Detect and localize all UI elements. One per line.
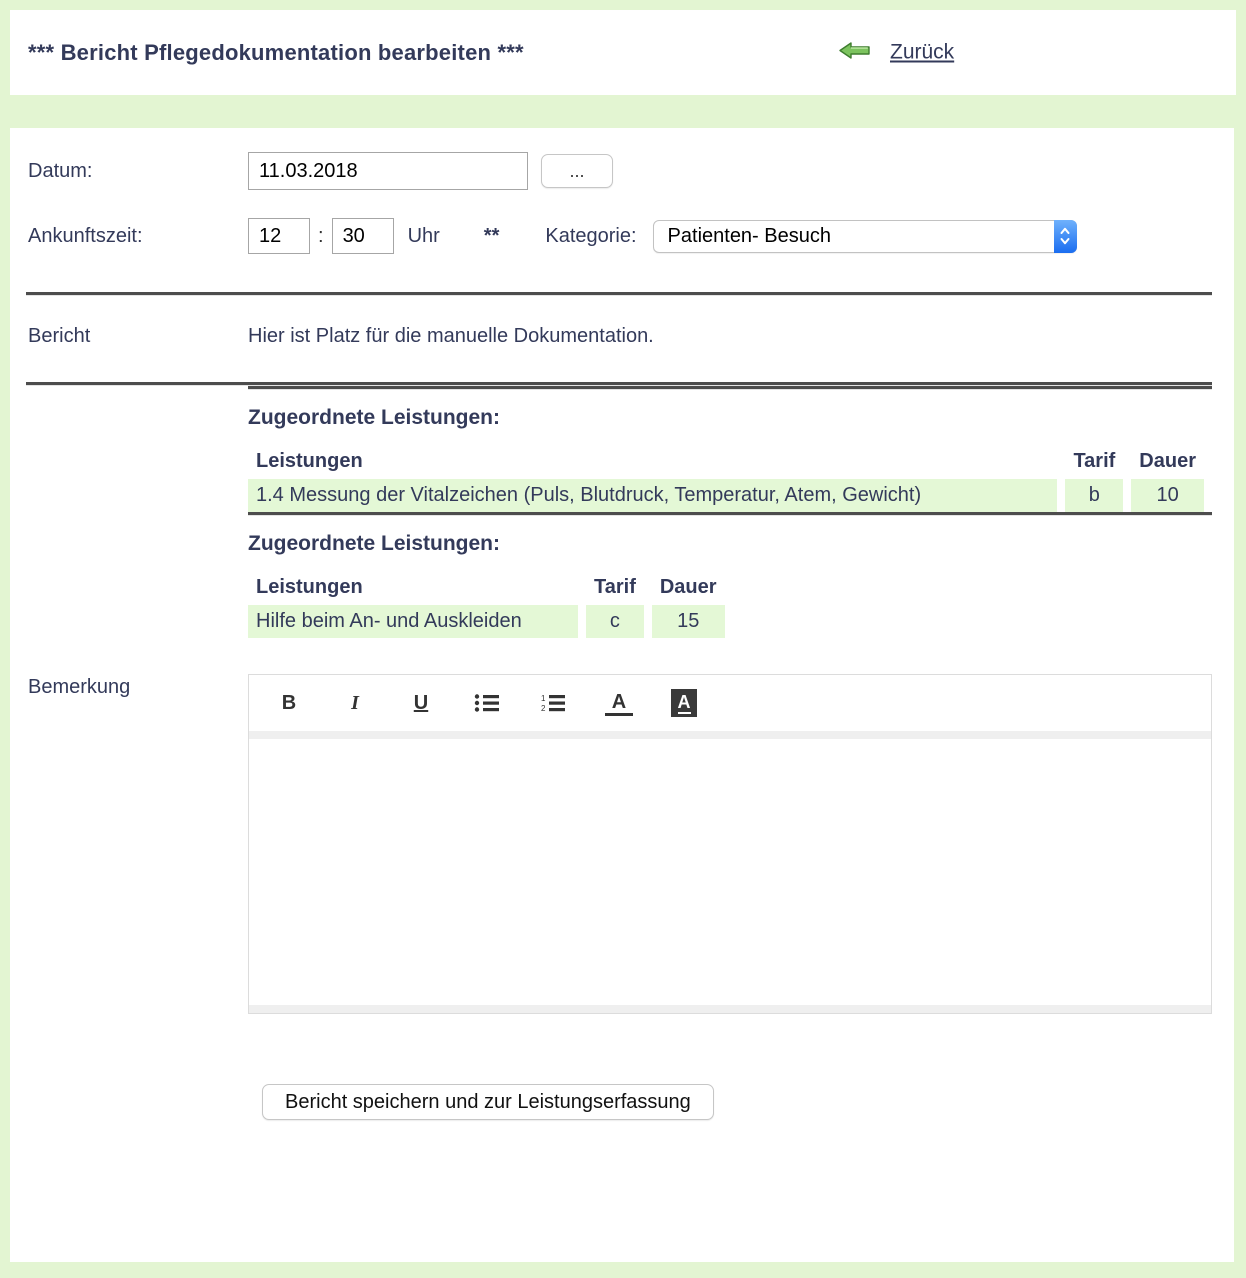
back-arrow-icon[interactable] [838,40,872,65]
divider [248,512,1212,516]
background-color-letter: A [677,692,691,714]
service-tarif-cell: c [586,605,644,638]
service-dauer-cell: 15 [651,605,725,638]
table-header-row: Leistungen Tarif Dauer [248,444,1204,479]
bullet-list-icon[interactable] [473,689,501,717]
category-label: Kategorie: [545,224,637,247]
remark-richtext-editor: B I U [248,674,1212,1014]
back-link[interactable]: Zurück [890,40,955,64]
assigned-services-table: Leistungen Tarif Dauer 1.4 Messung der V… [240,444,1212,512]
column-header-leistungen: Leistungen [256,450,363,472]
date-row: Datum: ... [10,152,1234,190]
minute-input[interactable] [331,218,394,254]
assigned-services-table: Leistungen Tarif Dauer Hilfe beim An- un… [240,570,733,638]
underline-button[interactable]: U [413,691,429,714]
numbered-list-icon[interactable]: 1 2 [539,689,567,717]
column-header-leistungen: Leistungen [256,576,363,598]
service-dauer-cell: 10 [1131,479,1204,512]
assigned-services-heading: Zugeordnete Leistungen: [248,532,500,555]
date-input[interactable] [248,152,528,190]
column-header-tarif: Tarif [594,576,636,598]
select-stepper-icon[interactable] [1053,219,1077,253]
divider [26,292,1212,296]
report-text: Hier ist Platz für die manuelle Dokument… [248,324,654,347]
required-marker: ** [483,224,500,247]
remark-text-area[interactable] [249,739,1211,1013]
hour-input[interactable] [248,218,310,254]
svg-text:2: 2 [541,704,546,713]
editor-toolbar: B I U [249,675,1211,739]
service-tarif-cell: b [1065,479,1124,512]
report-label: Bericht [28,324,91,347]
save-report-button[interactable]: Bericht speichern und zur Leistungserfas… [262,1084,714,1120]
column-header-tarif: Tarif [1073,450,1116,472]
page-title: *** Bericht Pflegedokumentation bearbeit… [28,39,524,65]
footer-actions: Bericht speichern und zur Leistungserfas… [10,1084,1234,1120]
italic-button[interactable]: I [351,691,359,714]
divider [248,386,1212,390]
text-color-button[interactable]: A [605,691,633,716]
assigned-services-heading: Zugeordnete Leistungen: [248,406,500,429]
arrival-time-row: Ankunftszeit: : Uhr ** Kategorie: Patien… [10,218,1234,254]
divider [26,382,1212,386]
category-select[interactable]: Patienten- Besuch [652,219,1077,253]
bold-button[interactable]: B [281,691,297,714]
date-picker-button[interactable]: ... [541,154,613,188]
table-row: Hilfe beim An- und Auskleiden c 15 [248,605,725,638]
report-row: Bericht Hier ist Platz für die manuelle … [10,322,1234,350]
background-color-button[interactable]: A [671,689,697,717]
column-header-dauer: Dauer [659,576,717,598]
remark-row: Bemerkung B I U [10,674,1234,1014]
uhr-label: Uhr [407,224,440,247]
table-header-row: Leistungen Tarif Dauer [248,570,725,605]
table-row: 1.4 Messung der Vitalzeichen (Puls, Blut… [248,479,1204,512]
back-navigation[interactable]: Zurück [838,40,954,65]
column-header-dauer: Dauer [1139,450,1196,472]
header-bar: *** Bericht Pflegedokumentation bearbeit… [10,10,1236,95]
category-selected-value: Patienten- Besuch [667,224,831,247]
date-label: Datum: [28,159,93,182]
service-name-cell: Hilfe beim An- und Auskleiden [248,605,578,638]
svg-text:1: 1 [541,694,546,703]
assigned-services-column: Zugeordnete Leistungen: Leistungen Tarif… [248,386,1212,638]
arrival-time-label: Ankunftszeit: [28,224,143,247]
time-separator: : [318,224,324,247]
remark-label: Bemerkung [28,676,131,698]
service-name-cell: 1.4 Messung der Vitalzeichen (Puls, Blut… [248,479,1058,512]
report-form: Datum: ... Ankunftszeit: : Uhr ** Katego… [10,128,1234,1262]
